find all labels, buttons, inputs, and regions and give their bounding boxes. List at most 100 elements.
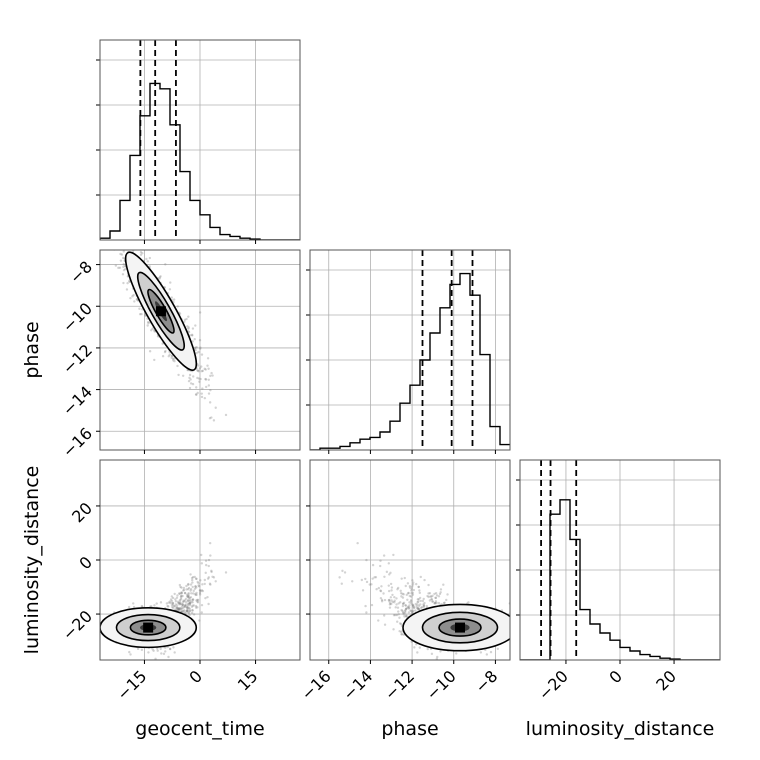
scatter-point: [415, 604, 418, 608]
scatter-point: [392, 614, 396, 617]
scatter-point: [164, 349, 167, 353]
scatter-point: [172, 646, 175, 649]
scatter-point: [402, 593, 405, 596]
x-tick-label: 15: [234, 667, 262, 695]
scatter-point: [408, 606, 411, 610]
scatter-point: [174, 603, 178, 606]
scatter-point: [132, 602, 135, 605]
scatter-point: [411, 603, 414, 607]
scatter-point: [180, 594, 183, 598]
scatter-point: [405, 607, 408, 610]
scatter-point: [141, 252, 144, 255]
scatter-point: [340, 582, 343, 585]
scatter-point: [168, 647, 172, 651]
scatter-point: [198, 593, 202, 596]
y-tick-label: 20: [68, 499, 96, 527]
scatter-point: [181, 604, 184, 608]
scatter-point: [119, 252, 122, 256]
scatter-point: [140, 604, 144, 608]
scatter-point: [522, 624, 524, 626]
scatter-point: [207, 378, 210, 381]
scatter-point: [198, 367, 202, 370]
scatter-point: [178, 598, 182, 602]
scatter-point: [411, 579, 414, 582]
scatter-point: [117, 266, 120, 270]
scatter-point: [400, 595, 403, 598]
scatter-point: [409, 599, 413, 602]
scatter-point: [153, 330, 156, 333]
scatter-point: [201, 583, 204, 586]
scatter-point: [180, 591, 183, 594]
scatter-point: [159, 275, 162, 278]
scatter-point: [182, 600, 186, 603]
scatter-point: [194, 348, 197, 352]
scatter-point: [187, 379, 191, 383]
x-tick-label: −8: [471, 667, 501, 697]
scatter-point: [489, 650, 493, 654]
scatter-point: [187, 603, 190, 606]
scatter-point: [189, 583, 193, 586]
scatter-point: [131, 295, 134, 298]
scatter-point: [167, 601, 171, 604]
scatter-point: [168, 288, 172, 291]
scatter-point: [204, 571, 207, 575]
scatter-point: [150, 605, 153, 608]
scatter-point: [192, 589, 195, 593]
scatter-point: [404, 609, 407, 612]
scatter-point: [206, 577, 210, 580]
scatter-point: [406, 598, 409, 601]
scatter-point: [133, 300, 136, 303]
scatter-point: [145, 257, 148, 261]
scatter-point: [158, 277, 161, 280]
scatter-point: [207, 602, 210, 606]
scatter-point: [431, 594, 434, 597]
scatter-point: [159, 601, 163, 604]
y-axis-label-phase: phase: [21, 321, 43, 378]
scatter-point: [135, 231, 137, 233]
scatter-point: [187, 583, 190, 586]
scatter-point: [183, 605, 187, 608]
scatter-point: [374, 575, 378, 579]
scatter-point: [430, 598, 433, 601]
scatter-point: [147, 651, 150, 654]
contours-geocent_time-luminosity_distance: [100, 606, 198, 649]
scatter-point: [186, 604, 189, 608]
x-tick-label: 0: [605, 667, 626, 688]
scatter-point: [187, 592, 190, 595]
scatter-point: [122, 221, 124, 223]
scatter-point: [523, 629, 525, 631]
scatter-point: [416, 651, 419, 654]
scatter-point: [391, 600, 394, 604]
scatter-point: [161, 355, 165, 358]
panel-luminosity_distance-hist: −20 0 20: [516, 459, 721, 704]
scatter-point: [120, 235, 122, 237]
scatter-point: [392, 628, 395, 631]
scatter-point: [405, 614, 408, 618]
scatter-point: [187, 593, 190, 596]
scatter-point: [214, 406, 217, 409]
scatter-point: [418, 646, 422, 649]
scatter-point: [122, 265, 125, 269]
scatter-point: [411, 610, 414, 614]
scatter-point: [390, 599, 393, 602]
scatter-point: [178, 603, 182, 606]
scatter-point: [382, 614, 386, 617]
scatter-point: [443, 601, 446, 604]
scatter-point: [171, 605, 174, 609]
scatter-point: [180, 592, 184, 595]
scatter-point: [191, 608, 194, 612]
scatter-point: [178, 602, 181, 606]
scatter-point: [181, 603, 185, 607]
scatter-point: [390, 586, 394, 589]
scatter-point: [136, 241, 138, 243]
histogram-luminosity_distance: [520, 499, 720, 660]
x-tick-label: −15: [113, 667, 150, 704]
scatter-point: [194, 604, 198, 608]
scatter-point: [200, 589, 204, 592]
scatter-point: [191, 601, 194, 604]
scatter-point: [368, 583, 372, 586]
scatter-point: [129, 296, 132, 300]
scatter-point: [169, 281, 172, 284]
scatter-point: [442, 601, 446, 605]
scatter-point: [207, 392, 211, 395]
